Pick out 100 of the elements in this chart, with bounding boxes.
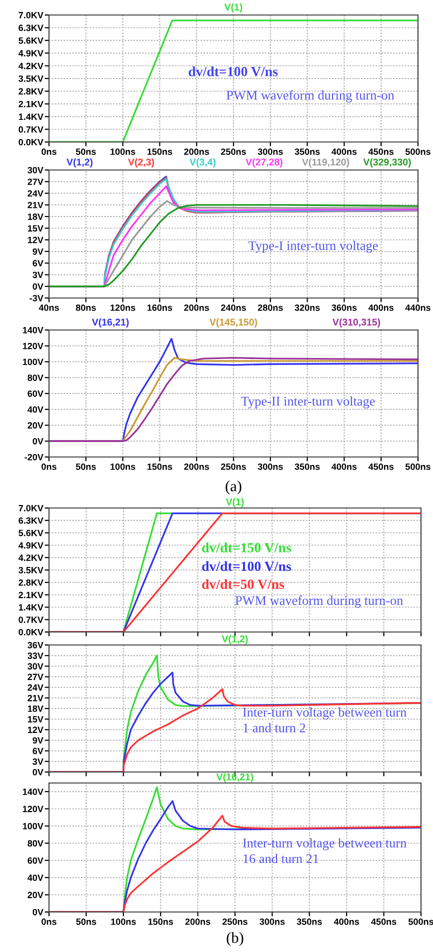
series-label: V(1) — [224, 3, 242, 12]
x-tick-label: 450ns — [368, 148, 394, 155]
x-tick-label: 0ns — [42, 918, 56, 925]
y-tick-label: 60V — [28, 390, 44, 397]
x-tick-label: 360ns — [332, 304, 357, 311]
x-tick-label: 150ns — [147, 463, 172, 470]
x-tick-label: 0ns — [42, 148, 56, 155]
x-tick-label: 50ns — [76, 463, 96, 470]
x-tick-label: 100ns — [110, 148, 136, 155]
y-tick-label: 20V — [28, 422, 44, 429]
x-tick-label: 240ns — [221, 304, 246, 311]
y-tick-label: 0.7KV — [18, 126, 44, 133]
y-tick-label: 18V — [28, 214, 44, 220]
y-tick-label: 140V — [22, 788, 44, 795]
y-tick-label: 2.1KV — [18, 592, 44, 598]
y-tick-label: 1.4KV — [18, 604, 44, 610]
y-tick-label: 3.5KV — [18, 75, 44, 82]
y-tick-label: 40V — [28, 406, 44, 413]
y-tick-label: 0.7KV — [18, 616, 44, 623]
y-tick-label: 7.0KV — [18, 504, 44, 512]
y-tick-label: 4.9KV — [18, 50, 44, 56]
x-tick-label: 350ns — [294, 148, 320, 155]
x-tick-label: 200ns — [184, 148, 210, 155]
x-tick-label: 150ns — [148, 918, 174, 925]
y-tick-label: 0.0KV — [18, 138, 44, 146]
y-tick-label: 5.6KV — [18, 530, 44, 536]
y-tick-label: 60V — [28, 857, 44, 864]
y-tick-label: -20V — [24, 454, 44, 460]
x-tick-label: 300ns — [258, 148, 283, 155]
y-tick-label: 80V — [28, 840, 44, 847]
y-tick-label: 15V — [28, 225, 44, 232]
y-tick-label: 9V — [32, 248, 44, 255]
x-tick-label: 80ns — [76, 304, 96, 311]
x-tick-label: 450ns — [371, 918, 396, 925]
y-tick-label: 80V — [28, 374, 44, 381]
x-tick-label: 350ns — [294, 463, 320, 470]
y-tick-label: 30V — [28, 166, 44, 174]
y-tick-label: 100V — [22, 822, 44, 830]
y-tick-label: 0.0KV — [18, 628, 44, 636]
y-tick-label: 1.4KV — [18, 114, 44, 120]
y-tick-label: 5.6KV — [18, 37, 44, 44]
y-tick-label: 120V — [22, 806, 44, 812]
y-tick-label: 7.0KV — [18, 12, 44, 18]
x-tick-label: 160ns — [147, 304, 172, 311]
y-tick-label: 18V — [28, 705, 44, 712]
y-tick-label: 12V — [28, 236, 44, 244]
x-tick-label: 280ns — [258, 304, 283, 311]
y-tick-label: 120V — [22, 342, 44, 350]
x-tick-label: 150ns — [147, 148, 172, 155]
y-tick-label: 6.3KV — [18, 517, 44, 524]
x-tick-label: 320ns — [294, 304, 320, 311]
line-series — [104, 176, 418, 276]
y-tick-label: 140V — [22, 326, 44, 334]
text: dv/dt=150 V/ns — [202, 542, 292, 552]
y-tick-label: 2.8KV — [18, 88, 44, 95]
x-tick-label: 400ns — [332, 148, 357, 155]
y-tick-label: 36V — [28, 642, 44, 648]
x-tick-label: 200ns — [184, 304, 210, 311]
y-tick-label: 9V — [32, 737, 44, 744]
text: V(310,315) — [332, 318, 380, 328]
x-tick-label: 40ns — [38, 304, 59, 311]
y-tick-label: 6V — [32, 748, 44, 754]
y-tick-label: 15V — [28, 716, 44, 722]
y-tick-label: 4.2KV — [18, 554, 44, 561]
x-tick-label: 350ns — [296, 918, 322, 925]
y-tick-label: 100V — [22, 358, 44, 366]
x-tick-label: 500ns — [405, 463, 430, 470]
x-tick-label: 440ns — [405, 304, 430, 311]
text: V(329,330) — [363, 158, 411, 168]
annotation: PWM waveform during turn-on — [226, 90, 394, 102]
x-tick-label: 250ns — [222, 918, 248, 925]
x-tick-label: 250ns — [221, 148, 246, 155]
y-tick-label: 30V — [28, 663, 44, 670]
y-tick-label: 4.9KV — [18, 542, 44, 549]
y-tick-label: 40V — [28, 874, 44, 881]
text: (a) — [226, 480, 242, 494]
x-tick-label: 0ns — [42, 463, 56, 470]
text: (b) — [226, 932, 244, 946]
y-tick-label: 4.2KV — [18, 62, 44, 70]
y-tick-label: 24V — [28, 684, 44, 691]
x-tick-label: 100ns — [111, 918, 136, 925]
x-tick-label: 400ns — [368, 304, 394, 311]
x-tick-label: 200ns — [184, 463, 210, 470]
text: V(16,21) — [92, 318, 129, 328]
line-series — [49, 356, 418, 442]
y-tick-label: 12V — [28, 726, 44, 733]
y-tick-label: 0V — [32, 438, 44, 444]
x-tick-label: 450ns — [368, 463, 394, 470]
x-tick-label: 50ns — [76, 148, 96, 155]
annotation: Type-I inter-turn voltage — [248, 240, 378, 253]
annotation: Inter-turn voltage between turn 1 and turn 2 — [242, 707, 406, 732]
y-tick-label: 20V — [28, 892, 44, 898]
y-tick-label: 2.8KV — [18, 579, 44, 586]
y-tick-label: 6V — [32, 260, 44, 266]
y-tick-label: 27V — [28, 674, 44, 680]
x-tick-label: 500ns — [405, 148, 430, 155]
x-tick-label: 500ns — [408, 918, 433, 925]
text: V(3,4) — [190, 158, 216, 168]
y-tick-label: 0V — [32, 283, 44, 290]
chart-title: V(1) — [226, 498, 244, 508]
